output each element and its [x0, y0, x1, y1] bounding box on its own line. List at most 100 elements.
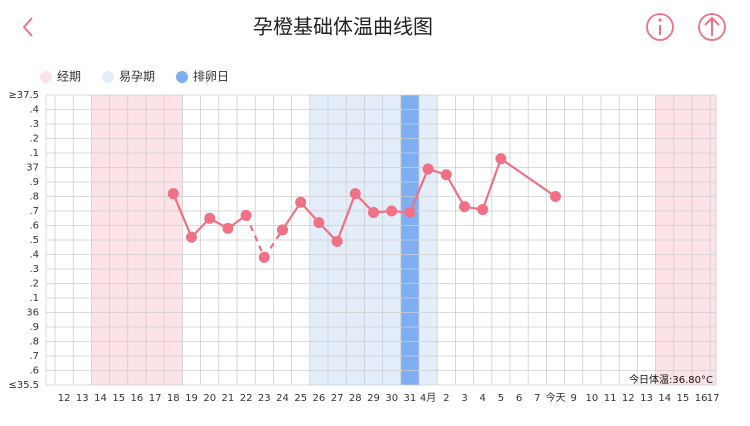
x-tick-label: 16: [131, 393, 144, 404]
share-icon-ring: [698, 13, 726, 41]
data-point: [331, 235, 343, 247]
line-segment: [245, 214, 266, 258]
y-tick-label: 36: [26, 308, 39, 319]
data-point: [440, 169, 452, 181]
data-point: [258, 251, 270, 263]
x-tick-label: 23: [258, 393, 271, 404]
share-icon-arrow: [704, 16, 720, 36]
x-tick-label: 今天: [546, 391, 566, 404]
info-icon-ring: [646, 13, 674, 41]
y-tick-label: .6: [29, 366, 39, 377]
x-tick-label: 18: [167, 393, 180, 404]
x-tick-label: 30: [385, 393, 398, 404]
data-point: [386, 205, 398, 217]
data-point: [222, 222, 234, 234]
x-tick-label: 24: [276, 393, 289, 404]
x-tick-label: 29: [367, 393, 380, 404]
info-icon-dot: [658, 18, 662, 22]
data-point: [422, 163, 434, 175]
y-tick-label: .6: [29, 221, 39, 232]
data-point: [277, 224, 288, 236]
data-point: [477, 204, 489, 216]
x-tick-label: 6: [516, 393, 522, 404]
x-tick-label: 2: [443, 393, 449, 404]
legend-label: 易孕期: [119, 70, 155, 84]
x-tick-label: 22: [240, 393, 253, 404]
data-point: [349, 188, 361, 200]
today-temperature: 今日体温:36.80°C: [629, 373, 713, 386]
x-tick-label: 16: [695, 393, 708, 404]
y-tick-label: .3: [29, 119, 39, 130]
y-tick-label: .4: [29, 105, 39, 116]
data-point: [295, 196, 307, 208]
x-tick-label: 28: [349, 393, 362, 404]
back-button[interactable]: [22, 17, 33, 37]
line-segment: [281, 201, 302, 231]
line-segment: [172, 193, 193, 238]
data-point: [404, 206, 416, 218]
data-point: [313, 217, 325, 229]
legend-label: 经期: [57, 70, 81, 84]
legend-swatch: [40, 71, 52, 83]
x-tick-label: 20: [203, 393, 216, 404]
y-tick-label: .8: [29, 192, 39, 203]
legend-swatch: [102, 71, 115, 83]
x-tick-label: 13: [76, 393, 89, 404]
y-tick-label: .9: [29, 177, 39, 188]
x-tick-label: 9: [571, 393, 577, 404]
line-segment: [336, 193, 357, 242]
x-tick-label: 7: [534, 393, 540, 404]
x-tick-label: 17: [149, 393, 162, 404]
x-tick-label: 12: [622, 393, 635, 404]
line-segment: [500, 157, 557, 198]
y-tick-label: .2: [29, 279, 39, 290]
x-tick-label: 14: [94, 393, 107, 404]
y-tick-label: .9: [29, 322, 39, 333]
x-tick-label: 25: [294, 393, 307, 404]
y-tick-label: .1: [29, 293, 39, 304]
x-tick-label: 15: [112, 393, 125, 404]
x-tick-label: 27: [331, 393, 344, 404]
y-tick-label: .7: [29, 206, 39, 217]
y-tick-label: 37: [26, 163, 39, 174]
x-tick-label: 17: [707, 393, 720, 404]
x-tick-label: 4: [480, 393, 486, 404]
y-tick-label: .3: [29, 264, 39, 275]
page-title: 孕橙基础体温曲线图: [253, 15, 433, 39]
y-tick-label: .4: [29, 250, 39, 261]
share-button[interactable]: [698, 13, 726, 41]
y-tick-label: ≥37.5: [8, 90, 39, 101]
x-tick-label: 19: [185, 393, 198, 404]
y-tick-label: .7: [29, 351, 39, 362]
x-tick-label: 5: [498, 393, 504, 404]
data-point: [167, 188, 179, 200]
line-segment: [445, 174, 466, 208]
data-point: [459, 201, 470, 213]
data-point: [204, 212, 216, 224]
data-point: [186, 231, 197, 243]
x-tick-label: 15: [677, 393, 690, 404]
y-tick-label: ≤35.5: [8, 380, 39, 391]
x-tick-label: 4月: [420, 392, 436, 404]
x-tick-label: 10: [586, 393, 599, 404]
x-tick-label: 31: [404, 393, 417, 404]
y-tick-label: .1: [29, 148, 39, 159]
x-tick-label: 21: [222, 393, 235, 404]
x-tick-label: 3: [461, 393, 467, 404]
x-tick-label: 14: [658, 393, 671, 404]
data-point: [368, 206, 379, 218]
data-point: [495, 153, 507, 165]
line-segment: [408, 168, 430, 213]
info-button[interactable]: [646, 13, 674, 41]
x-tick-label: 13: [640, 393, 653, 404]
chart: 经期 易孕期 排卵日≥37.5.4.3.2.137.9.8.7.6.5.4.3.2.…: [8, 70, 719, 405]
line-segment: [481, 158, 502, 210]
x-tick-label: 26: [313, 393, 326, 404]
data-point: [240, 209, 252, 221]
x-tick-label: 11: [604, 393, 617, 404]
line-segment: [263, 229, 284, 259]
y-tick-label: .8: [29, 337, 39, 348]
y-tick-label: .5: [29, 235, 39, 246]
